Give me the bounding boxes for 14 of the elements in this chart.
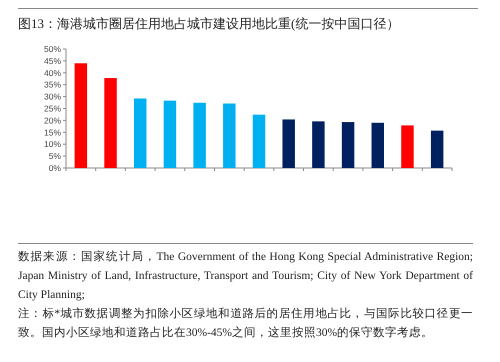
y-tick-label: 10%: [44, 139, 62, 150]
source-note: 数据来源：国家统计局，The Government of the Hong Kong Special Administrative Region; Japan Ministry of Land, Infrastructure, Transport and Tourism; City of New York Department of City Planning;: [18, 249, 473, 303]
y-tick-label: 25%: [44, 104, 62, 114]
y-tick-label: 0%: [48, 163, 62, 173]
y-tick-label: 20%: [44, 115, 62, 126]
y-tick-label: 5%: [48, 151, 62, 162]
text: 注：标*城市数据调整为扣除小区绿地和道路后的居住用地占比，与国际比较口径更一致。国内小区绿地和道路占比在30%-45%之间，这里按照30%的保守数字考虑。: [18, 306, 473, 341]
y-tick-label: 45%: [44, 56, 62, 66]
y-tick-label: 30%: [44, 92, 62, 102]
y-tick-label: 15%: [44, 127, 62, 138]
chart-title: 图13：海港城市圈居住用地占城市建设用地比重(统一按中国口径）: [18, 8, 478, 33]
y-tick-label: 35%: [44, 80, 62, 90]
y-tick-label: 40%: [44, 68, 62, 78]
y-tick-label: 50%: [44, 44, 62, 54]
